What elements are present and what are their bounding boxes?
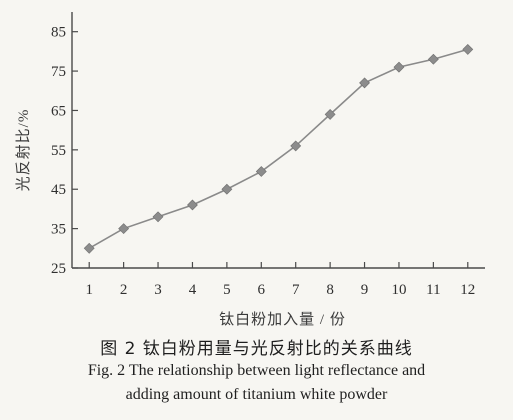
x-ticks: 1 2 3 4 5 6 7 8 9 10 11 12	[85, 262, 475, 298]
y-tick-label: 65	[51, 103, 66, 119]
data-point-marker	[462, 43, 474, 55]
y-tick-label: 35	[51, 222, 66, 238]
x-tick-label: 9	[361, 282, 369, 298]
x-tick-label: 4	[189, 282, 197, 298]
x-tick-label: 3	[154, 282, 162, 298]
data-point-marker	[152, 211, 164, 223]
y-tick-label: 55	[51, 143, 66, 159]
x-tick-label: 7	[292, 282, 300, 298]
data-points	[83, 43, 474, 254]
x-tick-label: 5	[223, 282, 231, 298]
data-point-marker	[290, 140, 302, 152]
x-tick-label: 11	[426, 282, 440, 298]
y-ticks: 25 35 45 55 65 75 85	[51, 25, 78, 277]
figure-caption-chinese: 图 2 钛白粉用量与光反射比的关系曲线	[100, 339, 413, 359]
series-line	[88, 48, 469, 250]
x-tick-label: 6	[258, 282, 266, 298]
y-tick-label: 75	[51, 64, 66, 80]
data-point-marker	[83, 242, 95, 254]
x-tick-label: 12	[460, 282, 475, 298]
data-point-marker	[359, 77, 370, 89]
x-tick-label: 8	[326, 282, 334, 298]
figure-caption-english-line-2: adding amount of titanium white powder	[125, 386, 388, 403]
data-point-marker	[118, 223, 130, 235]
x-tick-label: 10	[391, 282, 406, 298]
y-tick-label: 45	[51, 182, 66, 198]
y-tick-label: 85	[51, 25, 66, 41]
figure-caption-english-line-1: Fig. 2 The relationship between light re…	[87, 362, 426, 379]
data-point-marker	[221, 183, 233, 195]
chart-axes	[71, 12, 485, 269]
x-axis-title: 钛白粉加入量 / 份	[219, 311, 346, 328]
data-point-marker	[324, 108, 336, 120]
y-tick-label: 25	[51, 261, 66, 277]
x-tick-label: 1	[85, 282, 93, 298]
data-point-marker	[393, 61, 405, 73]
y-axis-title: 光反射比/%	[15, 109, 32, 192]
data-point-marker	[187, 199, 198, 211]
data-point-marker	[255, 166, 267, 177]
x-tick-label: 2	[120, 282, 128, 298]
data-point-marker	[427, 53, 439, 65]
